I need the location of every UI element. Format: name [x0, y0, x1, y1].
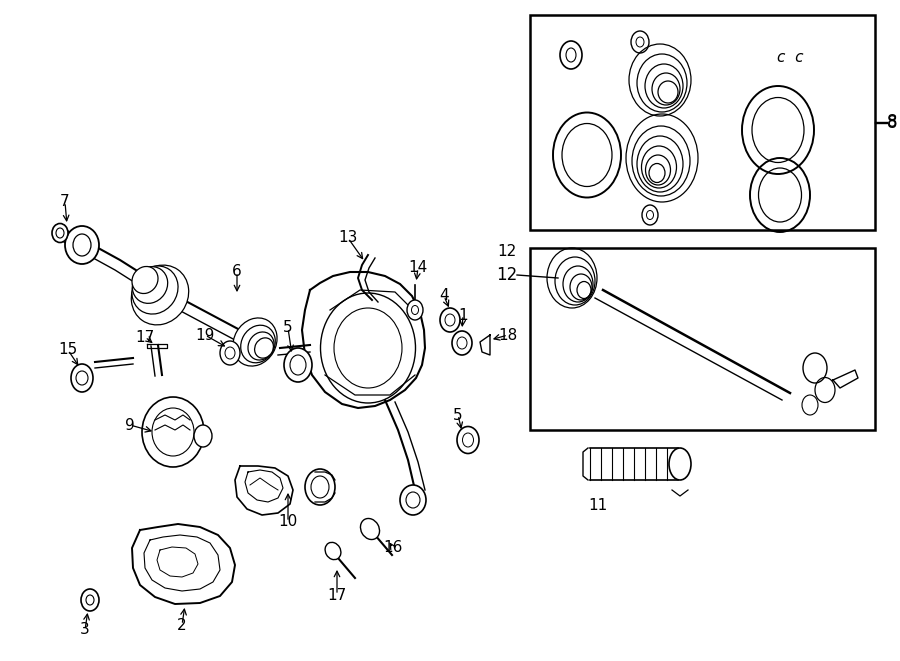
- Ellipse shape: [71, 364, 93, 392]
- Text: 15: 15: [58, 342, 77, 358]
- Text: 11: 11: [589, 498, 608, 512]
- Ellipse shape: [194, 425, 212, 447]
- Ellipse shape: [457, 426, 479, 453]
- Text: 6: 6: [232, 264, 242, 280]
- Text: 12: 12: [497, 266, 518, 284]
- Ellipse shape: [240, 325, 275, 363]
- Ellipse shape: [305, 469, 335, 505]
- Text: 14: 14: [409, 260, 428, 276]
- Ellipse shape: [65, 226, 99, 264]
- Ellipse shape: [452, 331, 472, 355]
- Ellipse shape: [669, 448, 691, 480]
- Ellipse shape: [284, 348, 312, 382]
- Text: 10: 10: [278, 514, 298, 529]
- Text: 4: 4: [439, 288, 449, 303]
- Ellipse shape: [361, 518, 380, 539]
- Bar: [530, 248, 875, 430]
- Text: 17: 17: [328, 588, 346, 602]
- Text: 13: 13: [338, 231, 357, 245]
- Ellipse shape: [132, 266, 178, 314]
- Ellipse shape: [52, 223, 68, 243]
- Text: 12: 12: [498, 245, 517, 260]
- Ellipse shape: [320, 293, 416, 403]
- Text: 9: 9: [125, 418, 135, 432]
- Ellipse shape: [142, 397, 204, 467]
- Ellipse shape: [132, 266, 167, 303]
- Text: 17: 17: [135, 329, 155, 344]
- Bar: [530, 15, 875, 230]
- Ellipse shape: [132, 266, 158, 293]
- Ellipse shape: [440, 308, 460, 332]
- Ellipse shape: [407, 300, 423, 320]
- Text: 16: 16: [383, 541, 402, 555]
- Ellipse shape: [81, 589, 99, 611]
- Ellipse shape: [220, 341, 240, 365]
- Text: 3: 3: [80, 623, 90, 637]
- Ellipse shape: [400, 485, 426, 515]
- Text: 8: 8: [886, 114, 897, 132]
- Ellipse shape: [325, 543, 341, 560]
- Ellipse shape: [248, 332, 274, 360]
- Text: 5: 5: [454, 407, 463, 422]
- Text: 7: 7: [60, 194, 70, 210]
- Text: 18: 18: [499, 327, 517, 342]
- Ellipse shape: [233, 318, 277, 366]
- Ellipse shape: [255, 338, 274, 358]
- Text: 8: 8: [886, 113, 897, 131]
- Text: 5: 5: [284, 321, 292, 336]
- Text: 2: 2: [177, 617, 187, 633]
- Ellipse shape: [131, 265, 189, 325]
- Text: c  c: c c: [777, 50, 803, 65]
- Text: 19: 19: [195, 327, 215, 342]
- Text: 1: 1: [458, 307, 468, 323]
